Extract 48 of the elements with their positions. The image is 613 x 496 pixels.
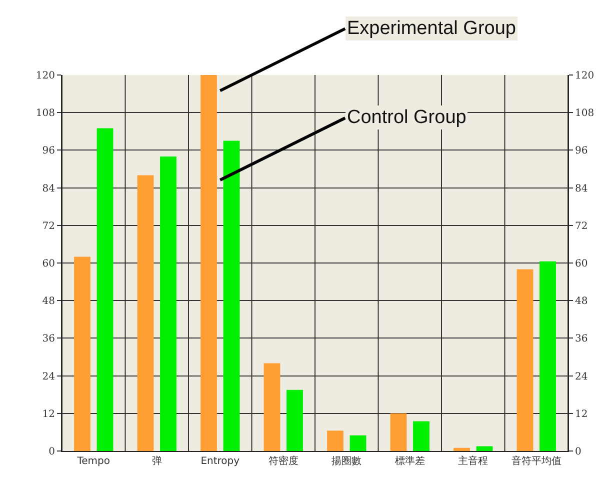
x-tick-label: 主音程 [458,455,488,467]
y-tick-label: 0 [48,446,55,458]
bar [390,413,407,451]
x-tick-label: 音符平均值 [511,455,562,467]
bar [476,446,493,451]
y2-tick-label: 120 [575,70,594,82]
y-tick-label: 48 [42,296,55,308]
bar [413,421,430,451]
x-tick-label: 標準差 [394,455,425,467]
bar [264,363,280,451]
y2-tick-label: 12 [575,408,588,420]
y2-tick-label: 48 [575,296,588,308]
y2-tick-label: 36 [575,334,588,345]
y-tick-label: 120 [36,70,55,82]
y2-tick-label: 0 [575,446,582,458]
y-tick-label: 84 [42,183,55,194]
y-tick-label: 24 [42,371,55,382]
y2-tick-label: 96 [575,146,588,157]
y2-tick-label: 108 [575,108,594,120]
bar [160,156,176,451]
y-tick-label: 60 [42,258,55,270]
bar [96,128,114,451]
bar [350,435,366,451]
y-tick-label: 96 [42,146,55,157]
bar [540,261,556,451]
x-tick-label: Entropy [200,456,240,467]
annotation: Experimental Group [347,18,516,39]
y-tick-label: 108 [36,108,55,120]
bar [516,269,534,451]
y-tick-label: 12 [42,408,55,420]
bar [74,256,90,451]
y-tick-label: 72 [42,220,55,232]
y2-tick-label: 84 [575,183,588,194]
bar [454,448,470,451]
y2-tick-label: 24 [575,371,588,382]
y-tick-label: 36 [42,334,55,345]
x-tick-label: Tempo [76,456,110,467]
bar [286,390,303,451]
annotation: Control Group [347,107,466,128]
bar [223,140,240,451]
x-tick-label: 符密度 [268,455,298,467]
bar [137,175,154,451]
bar [327,430,344,451]
x-tick-label: 揚圈數 [332,455,362,467]
y2-tick-label: 60 [575,258,588,270]
y2-tick-label: 72 [575,220,588,232]
bar [200,75,217,451]
x-tick-label: 弹 [152,455,162,467]
